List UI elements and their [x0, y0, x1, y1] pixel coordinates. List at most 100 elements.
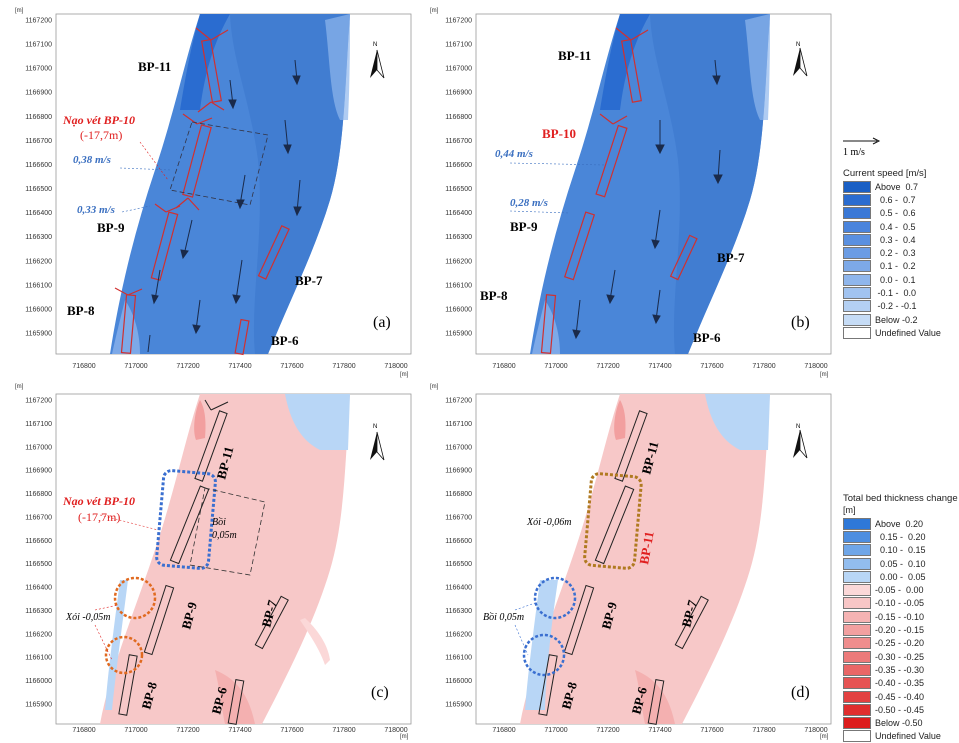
y-tick-label: 1166200 [25, 631, 52, 638]
legend-swatch [843, 273, 871, 286]
legend-label: -0.30 - -0.25 [875, 651, 925, 662]
x-axis: 716800 717000 717200 717400 717600 717800 7180… [72, 727, 407, 734]
svg-text:[m]: [m] [400, 372, 409, 378]
legend-item: -0.45 - -0.40 [843, 690, 958, 703]
pier-bp11 [615, 27, 649, 103]
legend-swatch [843, 326, 871, 339]
note-deposition: Bồi [212, 517, 226, 528]
y-tick-label: 1167200 [25, 398, 52, 405]
speed-label-1: 0,38 m/s [73, 154, 111, 166]
label-bp7: BP-7 [258, 598, 280, 629]
legend-label: 0.00 - 0.05 [875, 571, 926, 582]
y-tick-label: 1166100 [445, 655, 472, 662]
x-tick-label: 716800 [492, 727, 515, 734]
x-tick-label: 717600 [280, 727, 303, 734]
y-tick-label: 1166500 [25, 186, 52, 193]
legend-label: -0.35 - -0.30 [875, 664, 925, 675]
y-tick-label: 1166700 [25, 514, 52, 521]
legend-swatch [843, 313, 871, 326]
erosion-circle-1 [113, 576, 157, 620]
legend-item: Below -0.50 [843, 716, 958, 730]
deposition-circle-1 [533, 576, 577, 620]
legend-label: -0.1 - 0.0 [875, 288, 917, 299]
svg-text:[m]: [m] [400, 734, 409, 740]
legend-item: 0.6 - 0.7 [843, 193, 941, 206]
legend-label: 0.1 - 0.2 [875, 261, 916, 272]
legend-item: Below -0.2 [843, 313, 941, 326]
note-erosion: Xói -0,05m [65, 612, 110, 623]
label-bp8: BP-8 [138, 680, 160, 711]
svg-text:[m]: [m] [15, 384, 24, 390]
legend-label: Undefined Value [875, 731, 941, 742]
pier-bp8 [540, 294, 557, 354]
x-tick-label: 717200 [176, 363, 199, 370]
x-tick-label: 717000 [124, 363, 147, 370]
pier-bp6 [647, 679, 665, 725]
label-bp11: BP-11 [138, 59, 171, 74]
legend-item: 0.5 - 0.6 [843, 207, 941, 220]
legend-item: 0.05 - 0.10 [843, 557, 958, 570]
legend-label: 0.15 - 0.20 [875, 531, 926, 542]
y-tick-label: 1166500 [25, 561, 52, 568]
north-arrow-icon: N [793, 424, 808, 459]
legend-current-speed: Current speed [m/s] Above 0.7 0.6 - 0.7 … [843, 168, 941, 340]
legend-item: 0.4 - 0.5 [843, 220, 941, 233]
y-axis: 1165900 1166000 1166100 1166200 1166300 11664… [25, 18, 52, 338]
y-tick-label: 1166800 [25, 114, 52, 121]
y-tick-label: 1167100 [25, 42, 52, 49]
legend-swatch [843, 300, 871, 313]
velocity-scale: 1 m/s [843, 136, 883, 158]
legend-swatch [843, 193, 871, 206]
label-bp9: BP-9 [510, 219, 538, 234]
pier-bp11 [194, 399, 229, 482]
y-tick-label: 1166500 [445, 561, 472, 568]
legend-item: -0.35 - -0.30 [843, 663, 958, 676]
legend-swatch [843, 637, 871, 650]
legend-swatch [843, 610, 871, 623]
x-axis: 716800 717000 717200 717400 717600 717800 7180… [72, 363, 407, 370]
x-tick-label: 717400 [648, 727, 671, 734]
svg-text:[m]: [m] [430, 384, 439, 390]
y-tick-label: 1166600 [25, 538, 52, 545]
legend-swatch [843, 584, 871, 597]
river-area [520, 394, 770, 724]
note-deposition: Bồi 0,05m [483, 612, 524, 623]
legend-label: 0.05 - 0.10 [875, 558, 926, 569]
x-axis: 716800 717000 717200 717400 717600 717800 7180… [492, 363, 827, 370]
label-bp7: BP-7 [717, 250, 745, 265]
legend-item: -0.40 - -0.35 [843, 677, 958, 690]
legend-item: 0.3 - 0.4 [843, 233, 941, 246]
label-bp10-depth: (-17,7m) [78, 510, 120, 524]
legend-item: Undefined Value [843, 326, 941, 339]
label-bp10-dredge: Nạo vét BP-10 [62, 494, 135, 508]
current-arrows [147, 59, 302, 353]
current-arrows [572, 59, 723, 340]
x-tick-label: 718000 [804, 363, 827, 370]
x-tick-label: 717200 [176, 727, 199, 734]
y-tick-label: 1166800 [445, 491, 472, 498]
legend-swatch [843, 247, 871, 260]
y-axis: 1165900 1166000 1166100 1166200 1166300 11664… [445, 18, 472, 338]
legend-swatch [843, 180, 871, 193]
legend-item: -0.50 - -0.45 [843, 703, 958, 716]
x-tick-label: 718000 [384, 727, 407, 734]
y-tick-label: 1166400 [25, 585, 52, 592]
label-bp8: BP-8 [480, 288, 508, 303]
y-tick-label: 1166500 [445, 186, 472, 193]
legend-item: -0.2 - -0.1 [843, 300, 941, 313]
legend-swatch [843, 624, 871, 637]
legend-item: -0.15 - -0.10 [843, 610, 958, 623]
y-tick-label: 1166700 [445, 514, 472, 521]
y-tick-label: 1167200 [445, 398, 472, 405]
legend-label: Below -0.50 [875, 718, 923, 729]
svg-text:[m]: [m] [820, 734, 829, 740]
y-tick-label: 1166400 [25, 210, 52, 217]
panel-a: [m] 1165900 1166000 1166100 1166200 1166300 1… [0, 0, 420, 380]
label-bp10-depth: (-17,7m) [80, 128, 122, 142]
x-tick-label: 717600 [700, 363, 723, 370]
pier-bp9 [143, 584, 175, 656]
legend-swatch [843, 544, 871, 557]
x-tick-label: 717400 [228, 727, 251, 734]
label-bp7: BP-7 [678, 598, 700, 629]
label-bp10: BP-10 [542, 126, 576, 141]
